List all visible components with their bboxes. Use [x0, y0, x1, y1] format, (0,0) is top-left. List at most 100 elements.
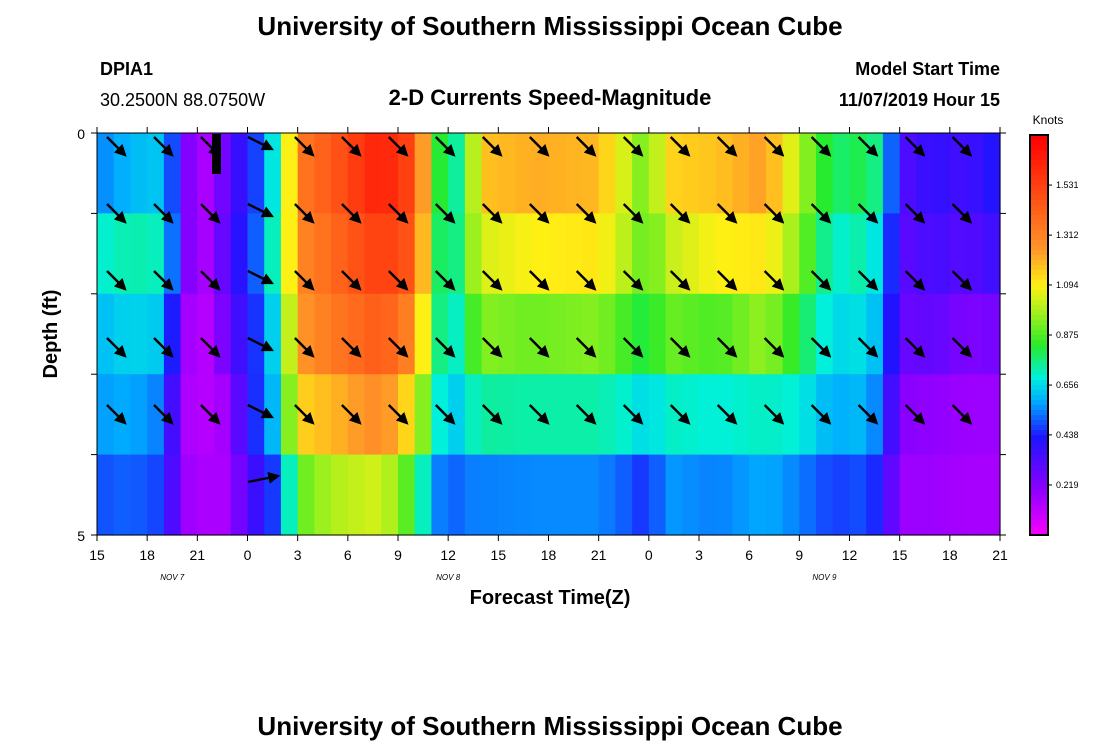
current-vector-arrow	[200, 203, 221, 224]
colorbar-segment	[1030, 300, 1048, 306]
heatmap-cell	[280, 133, 299, 214]
heatmap-cell	[515, 133, 533, 214]
current-vector-arrow	[434, 136, 456, 157]
heatmap-cell	[949, 133, 968, 214]
current-vector-arrow	[434, 270, 456, 291]
heatmap-cell	[632, 133, 650, 214]
heatmap-cell	[515, 293, 533, 375]
heatmap-cell	[247, 293, 265, 375]
colorbar-segment	[1030, 150, 1048, 156]
current-vector-arrow	[669, 270, 691, 291]
colorbar-segment	[1030, 470, 1048, 476]
heatmap-cell	[682, 133, 700, 214]
colorbar-segment	[1030, 235, 1048, 241]
heatmap-cell	[280, 374, 299, 456]
heatmap-cell	[749, 213, 767, 295]
current-vector-arrow	[763, 136, 785, 157]
colorbar-segment	[1030, 400, 1048, 406]
heatmap-cell	[966, 213, 984, 295]
heatmap-cell	[515, 454, 533, 536]
x-tick-label: 0	[244, 547, 252, 563]
heatmap-cell	[180, 213, 198, 295]
heatmap-cell	[214, 374, 232, 456]
heatmap-cell	[147, 213, 165, 295]
colorbar-segment	[1030, 445, 1048, 451]
heatmap-cell	[197, 293, 215, 375]
heatmap-cell	[949, 293, 968, 375]
current-vector-arrow	[622, 136, 644, 157]
heatmap-cell	[314, 293, 332, 375]
heatmap-cell	[414, 454, 433, 536]
current-vector-arrow	[153, 270, 174, 291]
colorbar-segment	[1030, 495, 1048, 501]
heatmap-cell	[481, 374, 499, 456]
colorbar-segment	[1030, 385, 1048, 391]
heatmap-cell	[615, 374, 633, 456]
heatmap-cell	[230, 293, 249, 375]
heatmap-cell	[832, 133, 851, 214]
heatmap-cell	[799, 133, 817, 214]
footer-title: University of Southern Mississippi Ocean…	[257, 711, 842, 741]
colorbar-segment	[1030, 440, 1048, 446]
current-vector-arrow	[341, 404, 362, 425]
heatmap-cell	[581, 454, 600, 536]
x-tick-label: 18	[139, 547, 155, 563]
colorbar-segment	[1030, 265, 1048, 271]
heatmap-cell	[264, 133, 282, 214]
heatmap-cell	[866, 213, 884, 295]
heatmap-cell	[765, 454, 784, 536]
heatmap-cell	[682, 374, 700, 456]
heatmap-cell	[682, 293, 700, 375]
current-vector-arrow	[153, 203, 174, 224]
heatmap-cell	[548, 454, 566, 536]
x-tick-label: 6	[344, 547, 352, 563]
heatmap-cell	[849, 454, 867, 536]
heatmap-cell	[331, 213, 349, 295]
heatmap-cell	[882, 133, 901, 214]
colorbar-segment	[1030, 410, 1048, 416]
current-vector-arrow	[857, 404, 879, 425]
heatmap-cell	[364, 213, 382, 295]
current-vector-arrow	[247, 135, 275, 151]
colorbar-segment	[1030, 135, 1048, 141]
heatmap-cell	[498, 454, 516, 536]
current-vector-arrow	[622, 404, 644, 425]
heatmap-cell	[398, 454, 416, 536]
heatmap-cell	[832, 454, 851, 536]
heatmap-cell	[665, 374, 683, 456]
heatmap-cell	[632, 293, 650, 375]
heatmap-cell	[682, 454, 700, 536]
current-vector-arrow	[341, 337, 362, 358]
colorbar-segment	[1030, 145, 1048, 151]
heatmap-cell	[598, 454, 616, 536]
colorbar-segment	[1030, 395, 1048, 401]
heatmap-cell	[565, 454, 583, 536]
current-vector-arrow	[810, 404, 832, 425]
current-vector-arrow	[106, 203, 127, 224]
heatmap-cell	[230, 213, 249, 295]
heatmap-cell	[113, 213, 132, 295]
heatmap-cell	[214, 293, 232, 375]
heatmap-cell	[97, 374, 115, 456]
heatmap-cell	[816, 454, 834, 536]
heatmap-cell	[648, 133, 667, 214]
current-vector-arrow	[294, 203, 315, 224]
current-vector-arrow	[200, 404, 221, 425]
colorbar-segment	[1030, 295, 1048, 301]
heatmap-cell	[632, 213, 650, 295]
heatmap-cell	[782, 454, 800, 536]
current-vector-arrow	[575, 404, 597, 425]
date-label: NOV 7	[160, 573, 185, 582]
heatmap-cell	[97, 213, 115, 295]
heatmap-cell	[431, 133, 449, 214]
x-tick-label: 12	[440, 547, 456, 563]
colorbar-unit-label: Knots	[1033, 113, 1064, 127]
heatmap-cell	[180, 454, 198, 536]
model-start-value: 11/07/2019 Hour 15	[839, 90, 1000, 110]
colorbar-segment	[1030, 270, 1048, 276]
colorbar-segment	[1030, 260, 1048, 266]
heatmap-cell	[715, 374, 734, 456]
heatmap-cell	[264, 293, 282, 375]
colorbar-segment	[1030, 425, 1048, 431]
colorbar-segment	[1030, 275, 1048, 281]
